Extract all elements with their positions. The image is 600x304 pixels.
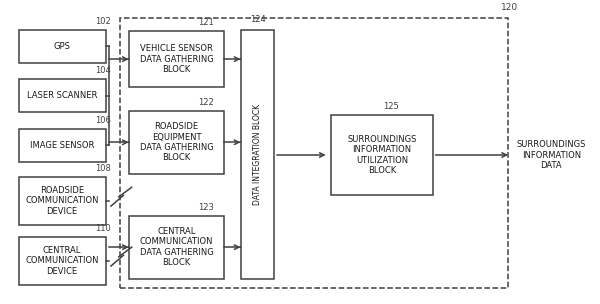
- FancyBboxPatch shape: [241, 30, 274, 279]
- FancyBboxPatch shape: [19, 30, 106, 63]
- Text: 110: 110: [95, 224, 111, 233]
- FancyBboxPatch shape: [19, 79, 106, 112]
- Text: 123: 123: [198, 203, 214, 212]
- Text: CENTRAL
COMMUNICATION
DATA GATHERING
BLOCK: CENTRAL COMMUNICATION DATA GATHERING BLO…: [140, 227, 214, 267]
- Text: 108: 108: [95, 164, 111, 173]
- Text: DATA INTEGRATION BLOCK: DATA INTEGRATION BLOCK: [253, 104, 262, 205]
- Text: VEHICLE SENSOR
DATA GATHERING
BLOCK: VEHICLE SENSOR DATA GATHERING BLOCK: [140, 44, 214, 74]
- Text: 125: 125: [383, 102, 399, 111]
- Text: SURROUNDINGS
INFORMATION
UTILIZATION
BLOCK: SURROUNDINGS INFORMATION UTILIZATION BLO…: [347, 135, 417, 175]
- FancyBboxPatch shape: [19, 237, 106, 285]
- Text: LASER SCANNER: LASER SCANNER: [27, 91, 97, 100]
- Text: 104: 104: [95, 67, 111, 75]
- FancyBboxPatch shape: [19, 129, 106, 162]
- Text: 124: 124: [250, 16, 266, 25]
- Text: GPS: GPS: [54, 42, 71, 51]
- Text: SURROUNDINGS
INFORMATION
DATA: SURROUNDINGS INFORMATION DATA: [517, 140, 586, 170]
- FancyBboxPatch shape: [19, 177, 106, 225]
- FancyBboxPatch shape: [129, 31, 224, 87]
- FancyBboxPatch shape: [129, 111, 224, 174]
- Text: 121: 121: [198, 18, 214, 27]
- Text: 106: 106: [95, 116, 111, 125]
- Text: 120: 120: [500, 3, 518, 12]
- Text: 122: 122: [198, 98, 214, 107]
- FancyBboxPatch shape: [331, 115, 433, 195]
- Text: ROADSIDE
EQUIPMENT
DATA GATHERING
BLOCK: ROADSIDE EQUIPMENT DATA GATHERING BLOCK: [140, 122, 214, 162]
- Text: ROADSIDE
COMMUNICATION
DEVICE: ROADSIDE COMMUNICATION DEVICE: [25, 186, 99, 216]
- Text: 102: 102: [95, 17, 111, 26]
- Text: IMAGE SENSOR: IMAGE SENSOR: [30, 141, 94, 150]
- FancyBboxPatch shape: [129, 216, 224, 279]
- Text: CENTRAL
COMMUNICATION
DEVICE: CENTRAL COMMUNICATION DEVICE: [25, 246, 99, 275]
